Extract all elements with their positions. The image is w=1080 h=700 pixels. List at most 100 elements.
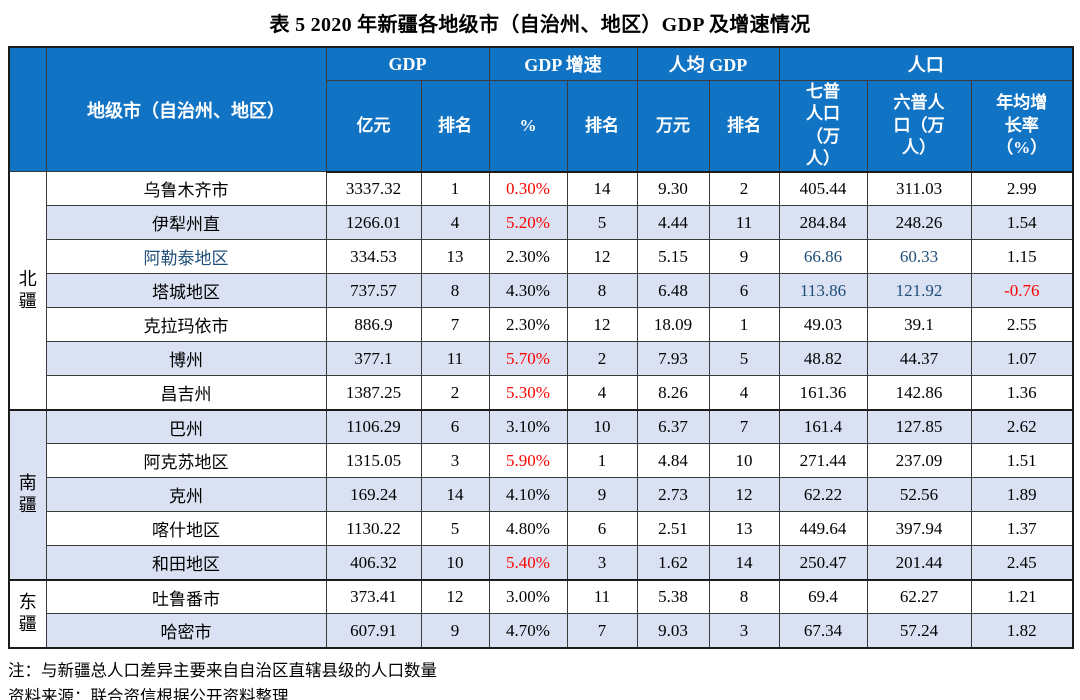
region-label-cell: 南疆 xyxy=(8,408,47,581)
value-cell: 5.15 xyxy=(636,239,710,275)
col-header-growth-pct: % xyxy=(488,79,568,173)
value-cell: 12 xyxy=(566,307,638,343)
value-cell: 127.85 xyxy=(866,408,972,445)
table-row: 东疆 吐鲁番市 373.41 12 3.00% 11 5.38 8 69.4 62.27 1.21 xyxy=(8,578,1074,649)
value-cell: 11 xyxy=(420,341,490,377)
value-cell: 201.44 xyxy=(866,545,972,581)
value-cell: 1.62 xyxy=(636,545,710,581)
table-row: 阿克苏地区 1315.05 3 5.90% 1 4.84 10 271.44 237.09 1.5… xyxy=(9,443,1074,479)
city-name-cell: 吐鲁番市 xyxy=(45,578,327,615)
value-cell: 4.10% xyxy=(488,477,568,513)
value-cell: 161.36 xyxy=(778,375,868,411)
value-cell: 5 xyxy=(566,205,638,241)
region-label-cell: 东疆 xyxy=(8,578,47,649)
table-row: 南疆 巴州 1106.29 6 3.10% 10 6.37 7 161.4 127.85 2.62 xyxy=(8,408,1074,581)
value-cell: 271.44 xyxy=(778,443,868,479)
value-cell: 8 xyxy=(566,273,638,309)
table-row: 克州 169.24 14 4.10% 9 2.73 12 62.22 52.56 1.89 xyxy=(9,477,1074,513)
value-cell: 39.1 xyxy=(866,307,972,343)
value-cell: 237.09 xyxy=(866,443,972,479)
value-cell: 1.36 xyxy=(970,375,1074,411)
city-name-cell: 伊犁州直 xyxy=(45,205,327,241)
value-cell: 10 xyxy=(708,443,780,479)
value-cell: 6 xyxy=(566,511,638,547)
value-cell: 9 xyxy=(420,613,490,649)
value-cell: 2.45 xyxy=(970,545,1074,581)
value-cell: 113.86 xyxy=(778,273,868,309)
value-cell: 1.51 xyxy=(970,443,1074,479)
value-cell: 7 xyxy=(566,613,638,649)
table-header: 地级市（自治州、地区） GDP GDP 增速 人均 GDP 人口 亿元 排名 %… xyxy=(8,46,1074,173)
value-cell: 5.40% xyxy=(488,545,568,581)
value-cell: 4.84 xyxy=(636,443,710,479)
value-cell: 10 xyxy=(420,545,490,581)
value-cell: 57.24 xyxy=(866,613,972,649)
value-cell: 4 xyxy=(566,375,638,411)
region-label-cell: 北疆 xyxy=(8,171,47,411)
value-cell: 2 xyxy=(566,341,638,377)
city-name-cell: 克州 xyxy=(45,477,327,513)
value-cell: 60.33 xyxy=(866,239,972,275)
value-cell: 44.37 xyxy=(866,341,972,377)
col-header-city: 地级市（自治州、地区） xyxy=(45,46,327,173)
value-cell: 6 xyxy=(708,273,780,309)
value-cell: 3 xyxy=(708,613,780,649)
value-cell: 3337.32 xyxy=(325,171,422,207)
note-line: 注：与新疆总人口差异主要来自自治区直辖县级的人口数量 xyxy=(8,660,437,680)
table-title: 表 5 2020 年新疆各地级市（自治州、地区）GDP 及增速情况 xyxy=(269,14,811,36)
value-cell: 2.62 xyxy=(970,408,1074,445)
value-cell: 2.30% xyxy=(488,239,568,275)
value-cell: 1266.01 xyxy=(325,205,422,241)
value-cell: 1130.22 xyxy=(325,511,422,547)
value-cell: 5.38 xyxy=(636,578,710,615)
value-cell: 250.47 xyxy=(778,545,868,581)
value-cell: 10 xyxy=(566,408,638,445)
value-cell: 1 xyxy=(420,171,490,207)
group-header-gdp-per-capita: 人均 GDP xyxy=(636,46,780,81)
value-cell: -0.76 xyxy=(970,273,1074,309)
region-label-text: 东疆 xyxy=(18,592,37,634)
value-cell: 607.91 xyxy=(325,613,422,649)
value-cell: 4.44 xyxy=(636,205,710,241)
value-cell: 2.99 xyxy=(970,171,1074,207)
value-cell: 121.92 xyxy=(866,273,972,309)
value-cell: 8 xyxy=(708,578,780,615)
value-cell: 5.20% xyxy=(488,205,568,241)
col-header-census7: 七普人口（万人） xyxy=(778,79,868,173)
table-body: 北疆 乌鲁木齐市 3337.32 1 0.30% 14 9.30 2 405.44 311.03 2… xyxy=(8,171,1074,649)
value-cell: 737.57 xyxy=(325,273,422,309)
value-cell: 8.26 xyxy=(636,375,710,411)
city-name-cell: 和田地区 xyxy=(45,545,327,581)
value-cell: 449.64 xyxy=(778,511,868,547)
value-cell: 7 xyxy=(708,408,780,445)
table-row: 伊犁州直 1266.01 4 5.20% 5 4.44 11 284.84 248.26 1.54 xyxy=(9,205,1074,241)
value-cell: 377.1 xyxy=(325,341,422,377)
value-cell: 2.30% xyxy=(488,307,568,343)
corner-cell xyxy=(8,46,47,173)
header-sub-row: 亿元 排名 % 排名 万元 排名 七普人口（万人） 六普人口（万人） 年均增长率… xyxy=(9,79,1074,173)
value-cell: 248.26 xyxy=(866,205,972,241)
value-cell: 284.84 xyxy=(778,205,868,241)
value-cell: 1.89 xyxy=(970,477,1074,513)
city-name-cell: 博州 xyxy=(45,341,327,377)
table-row: 哈密市 607.91 9 4.70% 7 9.03 3 67.34 57.24 1.82 xyxy=(9,613,1074,649)
city-name-cell: 乌鲁木齐市 xyxy=(45,171,327,207)
group-header-population: 人口 xyxy=(778,46,1074,81)
value-cell: 8 xyxy=(420,273,490,309)
value-cell: 9 xyxy=(566,477,638,513)
city-name-cell: 阿勒泰地区 xyxy=(45,239,327,275)
value-cell: 405.44 xyxy=(778,171,868,207)
value-cell: 4.70% xyxy=(488,613,568,649)
table-row: 克拉玛依市 886.9 7 2.30% 12 18.09 1 49.03 39.1 2.55 xyxy=(9,307,1074,343)
value-cell: 1387.25 xyxy=(325,375,422,411)
value-cell: 886.9 xyxy=(325,307,422,343)
value-cell: 4.30% xyxy=(488,273,568,309)
value-cell: 2 xyxy=(420,375,490,411)
value-cell: 1 xyxy=(708,307,780,343)
table-row: 博州 377.1 11 5.70% 2 7.93 5 48.82 44.37 1.07 xyxy=(9,341,1074,377)
value-cell: 4 xyxy=(420,205,490,241)
value-cell: 373.41 xyxy=(325,578,422,615)
value-cell: 1.21 xyxy=(970,578,1074,615)
col-header-gdp-value: 亿元 xyxy=(325,79,422,173)
value-cell: 5.30% xyxy=(488,375,568,411)
